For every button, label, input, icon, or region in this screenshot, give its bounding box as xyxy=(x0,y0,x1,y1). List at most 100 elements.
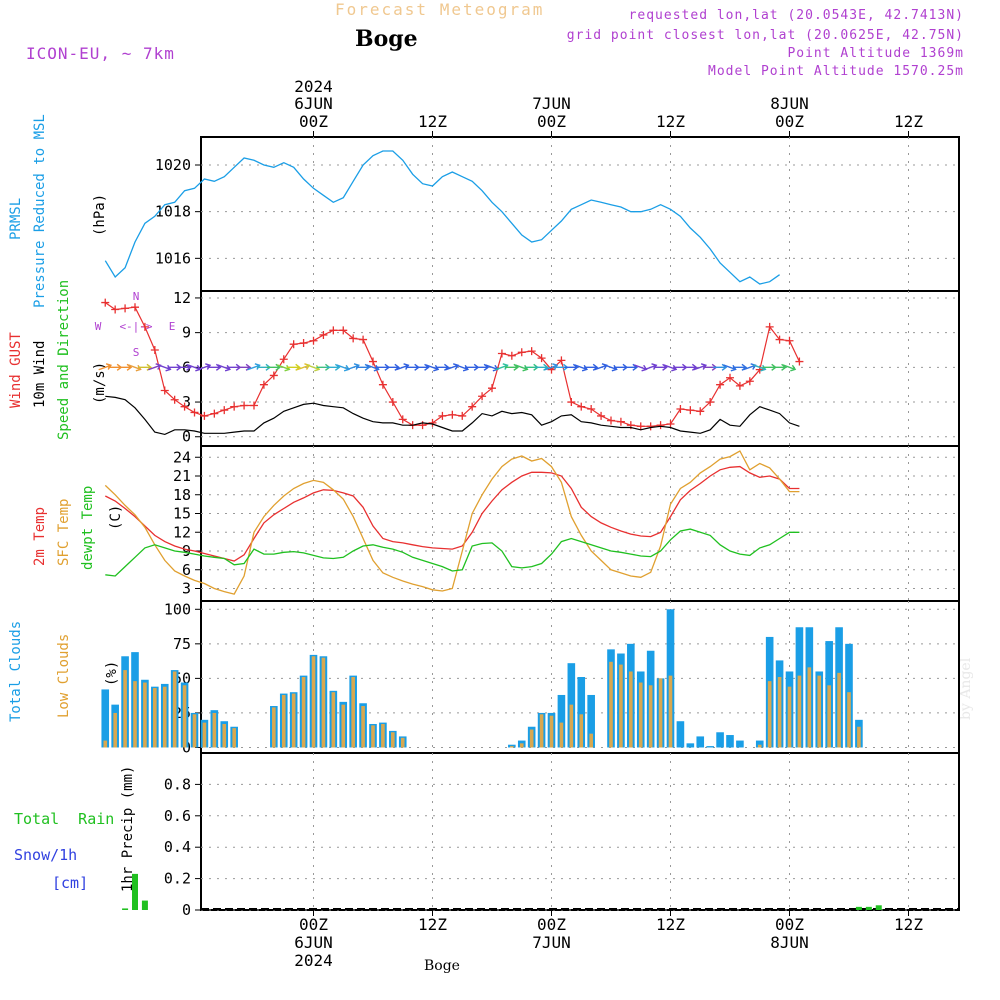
wind-direction-arrow xyxy=(752,364,767,372)
low-cloud-bar xyxy=(162,686,167,748)
top-year-label: 2024 xyxy=(294,77,333,96)
low-cloud-bar xyxy=(123,670,127,748)
rain-bar xyxy=(132,873,138,910)
gust-marker xyxy=(359,335,368,344)
y-tick-label: 3 xyxy=(182,580,191,598)
wind-direction-arrow xyxy=(217,364,231,372)
y-tick-label: 15 xyxy=(173,505,191,523)
low-cloud-bar xyxy=(559,722,564,748)
low-cloud-bar xyxy=(589,733,593,748)
panel-frame-pressure xyxy=(200,136,960,292)
total-cloud-bar xyxy=(736,740,744,748)
wind-direction-arrow-shape xyxy=(366,364,380,372)
gust-marker xyxy=(567,398,576,407)
gust-marker xyxy=(160,386,169,395)
wind-direction-arrow xyxy=(425,364,440,372)
gust-marker xyxy=(458,411,467,420)
rain-bar xyxy=(865,906,872,910)
bottom-hour-label: 12Z xyxy=(418,915,447,934)
low-cloud-bar xyxy=(371,725,375,748)
wind-direction-arrow xyxy=(395,363,410,371)
gust-marker xyxy=(726,373,734,382)
bottom-hour-label: 12Z xyxy=(656,915,685,934)
low-cloud-bar xyxy=(817,675,822,748)
total-cloud-bar xyxy=(706,746,714,748)
gust-marker xyxy=(398,415,407,424)
low-cloud-bar xyxy=(539,714,544,748)
pressure-line xyxy=(104,150,780,285)
wind-direction-arrow xyxy=(247,363,261,371)
y-tick-label: 6 xyxy=(182,561,191,579)
gust-marker xyxy=(616,417,625,426)
snow-label: Snow/1h xyxy=(14,846,78,864)
gust-marker xyxy=(676,404,685,413)
gust-marker xyxy=(646,422,655,431)
location-title: Boge xyxy=(355,26,418,52)
wind-direction-arrow xyxy=(643,363,658,371)
total-cloud-bar xyxy=(755,740,764,748)
gust-marker xyxy=(557,356,566,365)
wind-direction-arrow-shape xyxy=(604,364,618,372)
point-altitude: Point Altitude 1369m xyxy=(787,46,964,61)
gust-marker xyxy=(319,330,328,339)
gust-marker xyxy=(577,402,586,411)
bottom-year-label: 2024 xyxy=(294,951,333,970)
low-cloud-bar xyxy=(391,732,395,748)
gust-marker xyxy=(269,371,278,380)
low-cloud-bar xyxy=(192,714,197,748)
low-cloud-bar xyxy=(361,706,365,748)
y-tick-label: 3 xyxy=(182,393,191,411)
gust-marker xyxy=(170,395,179,404)
y-tick-label: 0.6 xyxy=(164,807,191,825)
y-tick-label: 0.8 xyxy=(164,775,191,793)
snow-unit-label: [cm] xyxy=(52,874,89,892)
wind-direction-arrow-shape xyxy=(455,364,469,372)
low-cloud-bar xyxy=(787,686,792,748)
gust-marker xyxy=(240,401,249,410)
gust-marker xyxy=(339,326,348,335)
wind-direction-arrow-shape xyxy=(346,363,360,371)
top-hour-label: 12Z xyxy=(418,112,447,131)
bottom-hour-label: 00Z xyxy=(775,915,804,934)
total-cloud-bar xyxy=(686,743,695,748)
gust-marker xyxy=(111,305,120,314)
rain-bar xyxy=(855,906,862,910)
gust-marker xyxy=(121,304,130,313)
y-tick-label: 0 xyxy=(182,901,191,919)
low-cloud-bar xyxy=(510,746,514,748)
panel-frame-precip xyxy=(200,752,960,911)
wind-direction-arrow-shape xyxy=(157,364,172,372)
wind-direction-arrow-shape xyxy=(247,363,261,371)
low-cloud-bar xyxy=(172,671,177,748)
low-cloud-bar xyxy=(212,712,217,748)
gust-marker xyxy=(438,411,447,420)
gust-marker xyxy=(775,335,784,344)
model-label: ICON-EU, ~ 7km xyxy=(26,44,175,63)
rain-bar xyxy=(122,908,129,910)
gust-marker xyxy=(299,339,308,348)
y-tick-label: 100 xyxy=(164,600,191,618)
total-cloud-bar xyxy=(716,732,724,748)
gust-marker xyxy=(279,355,288,364)
gust-marker xyxy=(716,380,725,389)
footer-location: Boge xyxy=(424,958,460,974)
gust-marker xyxy=(686,406,695,415)
wind-direction-arrow xyxy=(663,364,678,372)
wind-direction-arrow-shape xyxy=(544,363,559,371)
bottom-hour-label: 12Z xyxy=(894,915,923,934)
total-cloud-bar xyxy=(577,677,586,748)
gust-marker xyxy=(607,416,615,425)
gust-marker xyxy=(696,407,705,416)
gust-marker xyxy=(636,422,645,431)
gust-marker xyxy=(527,347,536,356)
wind-direction-arrow xyxy=(157,364,172,372)
gust-marker xyxy=(765,322,774,331)
low-cloud-bar xyxy=(797,675,802,748)
low-cloud-bar xyxy=(153,688,157,748)
low-cloud-bar xyxy=(777,677,782,748)
gust-marker xyxy=(428,418,437,427)
gust-marker xyxy=(785,336,794,345)
top-hour-label: 00Z xyxy=(775,112,804,131)
low-cloud-bar xyxy=(648,685,653,748)
y-tick-label: 24 xyxy=(173,448,191,466)
